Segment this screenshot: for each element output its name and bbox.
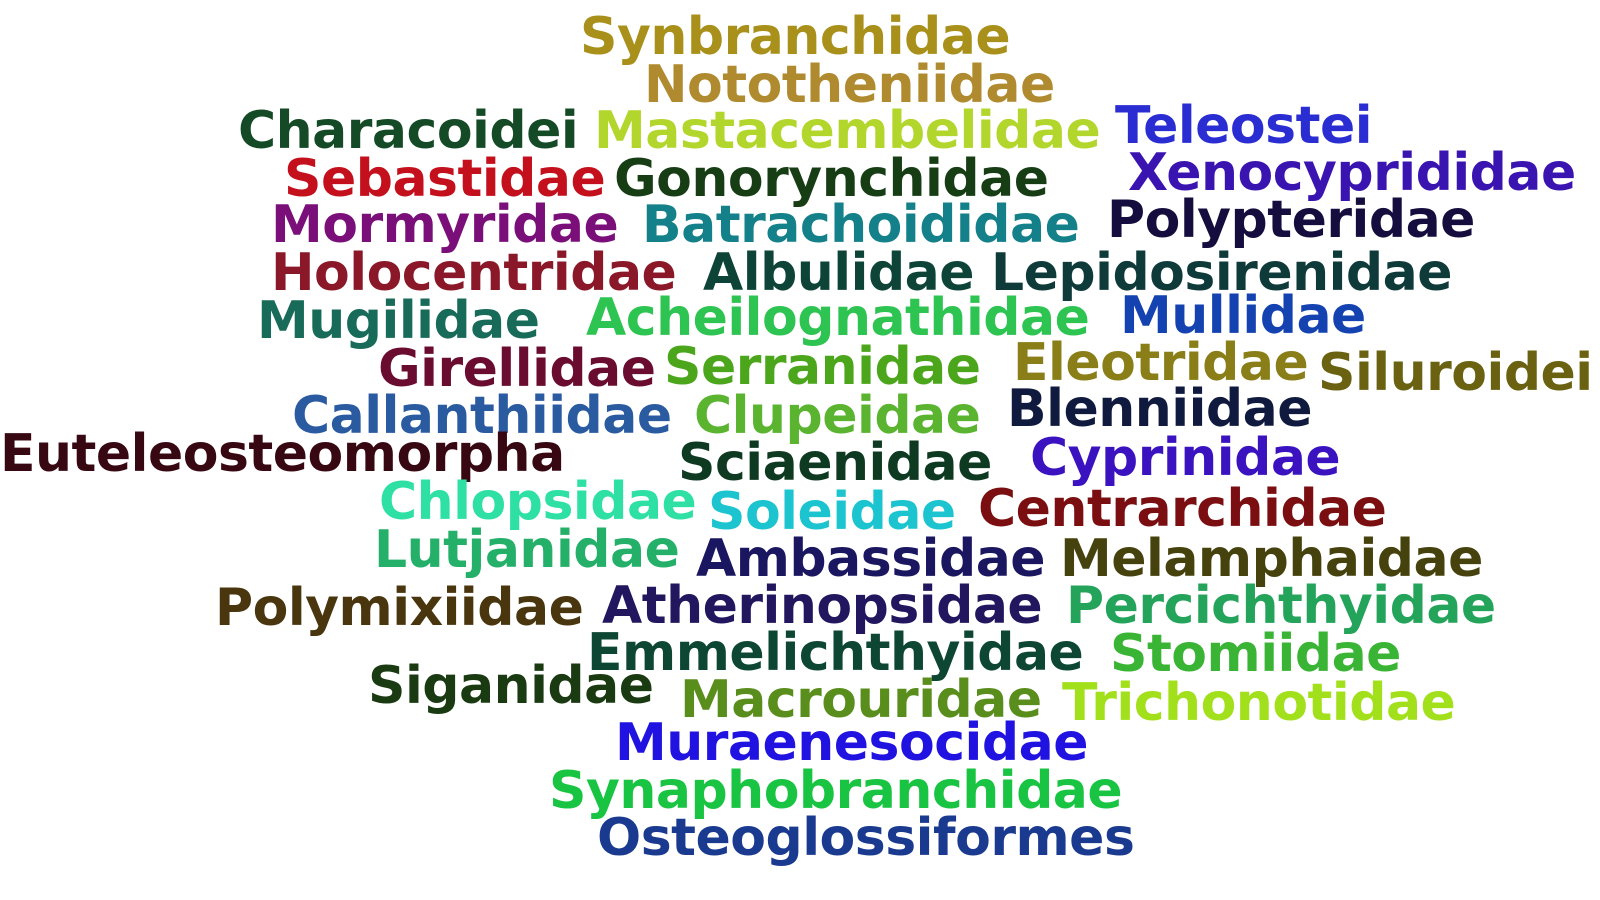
word-melamphaidae: Melamphaidae xyxy=(1060,529,1483,589)
word-mastacembelidae: Mastacembelidae xyxy=(594,101,1101,161)
word-centrarchidae: Centrarchidae xyxy=(978,479,1387,539)
word-atherinopsidae: Atherinopsidae xyxy=(602,576,1043,636)
word-mormyridae: Mormyridae xyxy=(271,195,619,255)
word-sebastidae: Sebastidae xyxy=(284,149,606,209)
word-holocentridae: Holocentridae xyxy=(271,243,677,303)
word-nototheniidae: Nototheniidae xyxy=(644,55,1055,115)
word-siganidae: Siganidae xyxy=(368,656,654,716)
word-chlopsidae: Chlopsidae xyxy=(379,472,697,532)
word-mugilidae: Mugilidae xyxy=(257,291,540,351)
word-polymixiidae: Polymixiidae xyxy=(215,578,584,638)
word-emmelichthyidae: Emmelichthyidae xyxy=(587,623,1084,683)
word-cyprinidae: Cyprinidae xyxy=(1030,428,1341,488)
word-gonorynchidae: Gonorynchidae xyxy=(614,149,1049,209)
word-lutjanidae: Lutjanidae xyxy=(374,520,680,580)
word-xenocyprididae: Xenocyprididae xyxy=(1128,143,1576,203)
word-teleostei: Teleostei xyxy=(1115,96,1373,156)
word-girellidae: Girellidae xyxy=(378,339,656,399)
word-albulidae: Albulidae xyxy=(703,243,975,303)
word-serranidae: Serranidae xyxy=(664,337,981,397)
word-synaphobranchidae: Synaphobranchidae xyxy=(549,761,1123,821)
word-acheilognathidae: Acheilognathidae xyxy=(586,288,1090,348)
word-euteleosteomorpha: Euteleosteomorpha xyxy=(0,424,565,484)
word-osteoglossiformes: Osteoglossiformes xyxy=(597,808,1135,868)
word-stomiidae: Stomiidae xyxy=(1110,624,1401,684)
word-macrouridae: Macrouridae xyxy=(680,670,1042,730)
word-soleidae: Soleidae xyxy=(708,482,956,542)
word-trichonotidae: Trichonotidae xyxy=(1062,673,1456,733)
word-mullidae: Mullidae xyxy=(1120,286,1366,346)
word-callanthiidae: Callanthiidae xyxy=(292,386,672,446)
word-polypteridae: Polypteridae xyxy=(1107,190,1475,250)
word-sciaenidae: Sciaenidae xyxy=(678,433,992,493)
word-clupeidae: Clupeidae xyxy=(694,386,981,446)
word-lepidosirenidae: Lepidosirenidae xyxy=(991,243,1453,303)
word-siluroidei: Siluroidei xyxy=(1318,343,1593,403)
word-ambassidae: Ambassidae xyxy=(696,529,1046,589)
word-blenniidae: Blenniidae xyxy=(1007,379,1313,439)
word-muraenesocidae: Muraenesocidae xyxy=(615,713,1088,773)
word-percichthyidae: Percichthyidae xyxy=(1066,576,1496,636)
word-synbranchidae: Synbranchidae xyxy=(580,7,1011,67)
word-eleotridae: Eleotridae xyxy=(1013,333,1309,393)
word-batrachoididae: Batrachoididae xyxy=(642,195,1080,255)
word-characoidei: Characoidei xyxy=(238,101,579,161)
